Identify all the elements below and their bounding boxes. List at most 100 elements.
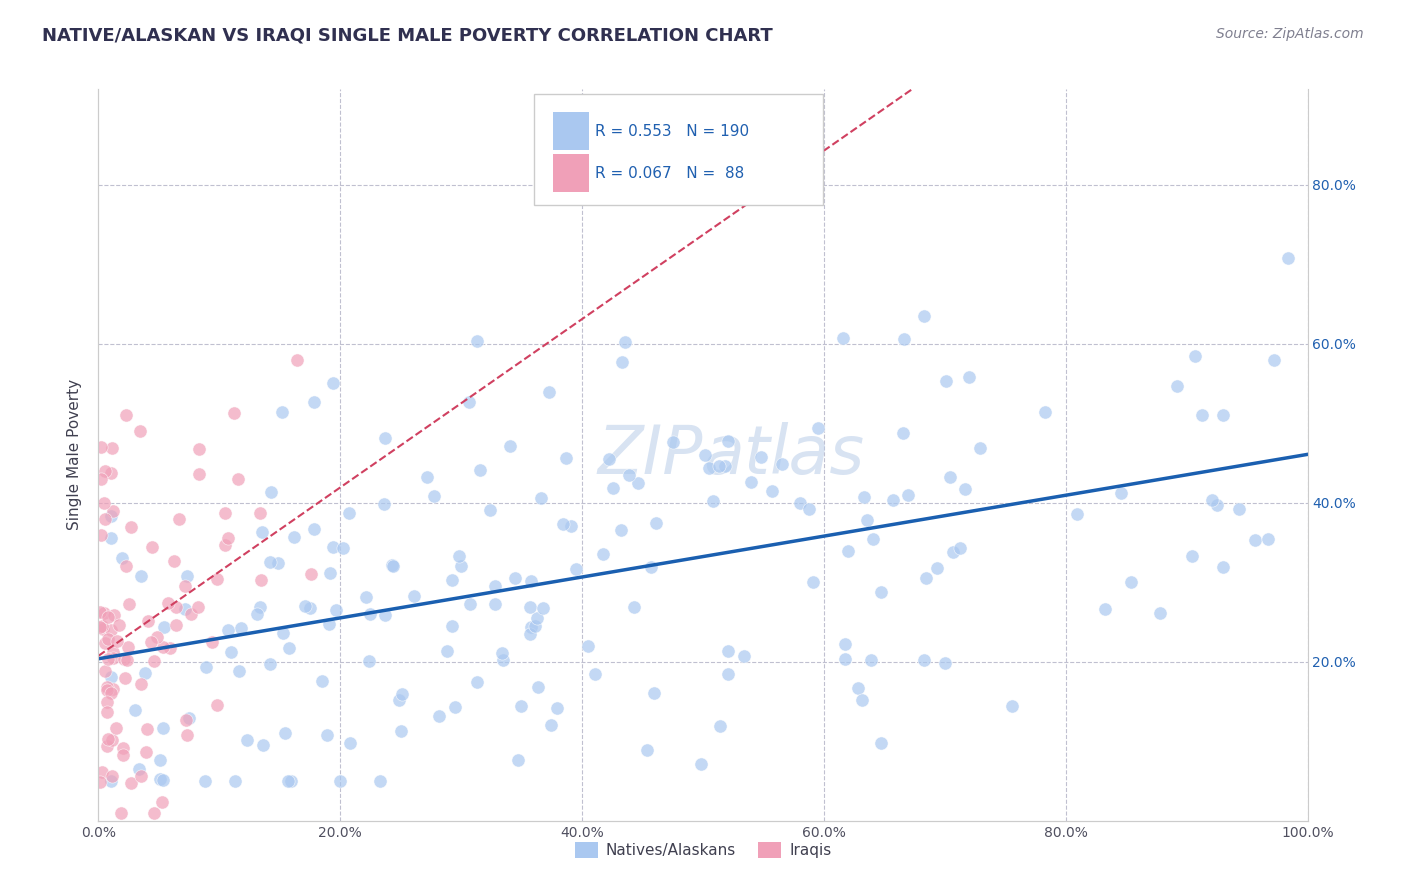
Point: [163, 554, 186, 568]
Point: [354, 591, 377, 605]
Point: [201, 634, 224, 648]
Point: [717, 644, 740, 658]
Point: [100, 467, 122, 481]
Point: [1212, 559, 1234, 574]
Point: [89, 472, 111, 486]
Point: [374, 607, 396, 622]
Point: [280, 773, 302, 788]
Point: [627, 476, 650, 491]
Point: [465, 675, 488, 690]
Point: [662, 434, 685, 449]
Point: [194, 773, 217, 788]
Point: [623, 599, 645, 614]
Point: [114, 671, 136, 685]
Point: [834, 637, 856, 651]
Point: [90, 528, 112, 542]
Point: [188, 442, 211, 457]
Point: [217, 623, 239, 637]
Point: [640, 559, 662, 574]
Point: [93, 606, 115, 620]
Point: [97, 732, 120, 747]
Point: [187, 467, 209, 482]
Point: [707, 458, 730, 473]
Point: [180, 607, 202, 621]
Point: [856, 513, 879, 527]
Point: [740, 475, 762, 489]
Point: [1000, 699, 1022, 714]
Point: [520, 620, 543, 634]
Point: [1263, 353, 1285, 368]
Point: [120, 775, 142, 789]
Point: [228, 665, 250, 679]
Point: [1166, 379, 1188, 393]
Point: [576, 639, 599, 653]
Point: [142, 654, 165, 668]
Point: [368, 773, 391, 788]
Point: [935, 374, 957, 388]
Point: [96, 682, 118, 697]
Point: [89, 605, 111, 619]
Point: [101, 769, 124, 783]
Point: [645, 516, 668, 530]
Point: [893, 332, 915, 346]
Point: [359, 607, 381, 622]
Point: [852, 491, 875, 505]
Point: [761, 483, 783, 498]
Point: [458, 597, 481, 611]
Point: [381, 559, 404, 574]
Point: [152, 640, 174, 654]
Point: [112, 652, 135, 666]
Point: [807, 421, 830, 435]
Point: [285, 352, 308, 367]
Point: [101, 651, 124, 665]
Point: [250, 573, 273, 587]
Point: [100, 508, 122, 523]
Point: [510, 699, 533, 714]
Point: [143, 805, 166, 820]
Point: [136, 614, 159, 628]
Point: [299, 567, 322, 582]
Point: [105, 634, 128, 648]
Point: [270, 405, 292, 419]
Point: [695, 448, 717, 462]
Point: [260, 485, 283, 500]
Point: [749, 450, 772, 464]
Point: [100, 686, 122, 700]
Point: [91, 765, 114, 780]
Point: [564, 562, 586, 576]
Point: [139, 635, 162, 649]
Point: [174, 602, 197, 616]
Point: [602, 481, 624, 495]
Point: [492, 653, 515, 667]
Point: [851, 692, 873, 706]
Point: [101, 733, 124, 747]
Point: [440, 619, 463, 633]
Point: [266, 556, 288, 570]
Point: [103, 607, 125, 622]
Text: atlas: atlas: [703, 422, 865, 488]
Point: [174, 713, 197, 727]
Point: [90, 619, 112, 633]
Point: [402, 589, 425, 603]
Point: [302, 522, 325, 536]
Point: [526, 611, 548, 625]
Point: [484, 597, 506, 611]
Point: [259, 555, 281, 569]
Point: [103, 681, 125, 696]
Point: [862, 532, 884, 546]
Point: [797, 502, 820, 516]
Point: [100, 669, 122, 683]
Point: [429, 709, 451, 723]
Point: [97, 610, 120, 624]
Point: [150, 795, 173, 809]
Point: [1181, 549, 1204, 564]
Point: [294, 599, 316, 614]
Point: [519, 574, 541, 588]
Point: [689, 757, 711, 772]
Point: [969, 441, 991, 455]
Point: [252, 524, 274, 539]
Point: [322, 376, 344, 390]
Point: [1277, 251, 1299, 265]
Point: [891, 425, 914, 440]
Point: [636, 743, 658, 757]
